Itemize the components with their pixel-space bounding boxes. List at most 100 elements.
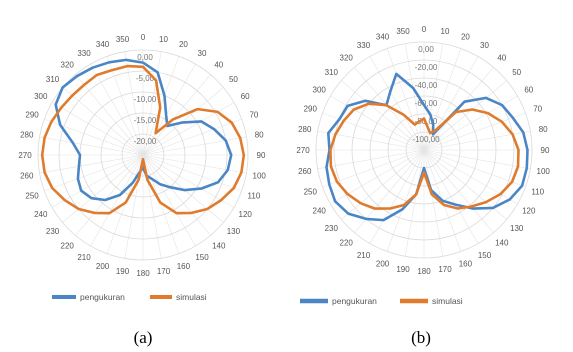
radial-tick-label: -20,00 <box>134 137 157 146</box>
angle-tick-label: 290 <box>304 105 318 114</box>
angle-tick-label: 160 <box>177 262 191 271</box>
angle-tick-label: 180 <box>417 267 431 276</box>
radial-spoke <box>90 63 144 156</box>
angle-tick-label: 350 <box>396 27 410 36</box>
radial-tick-label: -15,00 <box>134 116 157 125</box>
angle-tick-label: 330 <box>77 49 91 58</box>
angle-tick-label: 140 <box>212 241 226 250</box>
radial-spoke <box>142 154 235 208</box>
grid-ring <box>369 95 479 205</box>
angle-tick-label: 280 <box>20 131 34 140</box>
angle-tick-label: 90 <box>541 146 550 155</box>
angle-tick-label: 10 <box>159 35 168 44</box>
angle-tick-label: 340 <box>376 32 390 41</box>
radial-tick-label: -20,00 <box>415 63 438 72</box>
radial-spoke <box>51 102 144 156</box>
angle-tick-label: 310 <box>325 68 339 77</box>
angle-tick-label: 310 <box>46 75 60 84</box>
angle-tick-label: 280 <box>298 125 312 134</box>
angle-tick-label: 0 <box>422 25 427 34</box>
radial-spoke <box>90 154 144 247</box>
legend-label-pengukuran: pengukuran <box>80 292 125 302</box>
radial-spoke <box>75 74 144 156</box>
grid-ring <box>37 49 249 261</box>
angle-tick-label: 70 <box>249 111 258 120</box>
angle-tick-label: 80 <box>539 125 548 134</box>
angle-tick-label: 20 <box>461 32 470 41</box>
radial-tick-label: 0,00 <box>137 53 153 62</box>
radial-spoke <box>62 154 144 223</box>
series-line-pengukuran <box>325 72 529 222</box>
angle-tick-label: 30 <box>198 49 207 58</box>
radial-spoke <box>62 87 144 156</box>
angle-tick-label: 300 <box>313 86 327 95</box>
radial-spoke <box>106 56 144 156</box>
grid-ring <box>100 112 186 198</box>
angle-tick-label: 90 <box>257 151 266 160</box>
angle-tick-label: 230 <box>46 227 60 236</box>
radial-spoke <box>142 136 247 156</box>
angle-tick-label: 160 <box>459 260 473 269</box>
grid-ring <box>121 133 165 177</box>
figure-caption: (a) <box>134 328 153 347</box>
angle-tick-label: 10 <box>441 27 450 36</box>
radial-tick-label: -60,00 <box>415 99 438 108</box>
radial-tick-label: -40,00 <box>415 81 438 90</box>
angle-tick-label: 130 <box>227 227 241 236</box>
angle-tick-label: 180 <box>136 269 150 278</box>
angle-tick-label: 50 <box>512 68 521 77</box>
angle-tick-label: 80 <box>255 131 264 140</box>
angle-tick-label: 150 <box>195 253 209 262</box>
angle-tick-label: 0 <box>141 33 146 42</box>
angle-tick-label: 250 <box>304 187 318 196</box>
angle-tick-label: 200 <box>376 260 390 269</box>
angle-tick-label: 100 <box>537 167 551 176</box>
angle-tick-label: 300 <box>34 92 48 101</box>
angle-tick-label: 270 <box>296 146 310 155</box>
angle-tick-label: 60 <box>524 86 533 95</box>
legend-label-simulasi: simulasi <box>176 292 207 302</box>
grid-ring <box>333 59 515 241</box>
legend-label-pengukuran: pengukuran <box>332 296 377 306</box>
angle-tick-label: 110 <box>248 191 261 200</box>
angle-tick-label: 240 <box>313 207 327 216</box>
angle-tick-label: 150 <box>478 251 492 260</box>
angle-tick-label: 220 <box>340 239 354 248</box>
radial-spoke <box>142 74 211 156</box>
radial-tick-label: -100,00 <box>412 135 440 144</box>
angle-tick-label: 240 <box>34 210 48 219</box>
series-line-pengukuran <box>54 58 233 202</box>
radial-spoke <box>142 154 211 236</box>
radial-spoke <box>142 154 247 174</box>
angle-tick-label: 250 <box>25 191 39 200</box>
angle-tick-label: 260 <box>20 172 34 181</box>
radial-tick-label: -5,00 <box>136 74 155 83</box>
angle-tick-label: 350 <box>116 35 130 44</box>
angle-tick-label: 50 <box>229 75 238 84</box>
angle-tick-label: 270 <box>18 151 32 160</box>
grid-ring <box>387 113 461 187</box>
angle-tick-label: 210 <box>77 253 91 262</box>
angle-tick-label: 110 <box>531 187 544 196</box>
angle-tick-label: 120 <box>239 210 253 219</box>
angle-tick-label: 190 <box>116 267 130 276</box>
angle-tick-label: 100 <box>253 172 267 181</box>
grid-ring <box>315 41 533 259</box>
grid-ring <box>58 70 228 240</box>
angle-tick-label: 320 <box>61 61 75 70</box>
angle-tick-label: 290 <box>25 111 39 120</box>
angle-tick-label: 40 <box>497 53 506 62</box>
polar-chart-a: 0,00 -5,00 -10,00 -15,00 -20,00 0 10 20 30 40 5060… <box>18 33 266 347</box>
radial-spoke <box>142 63 196 156</box>
angle-tick-label: 140 <box>495 239 509 248</box>
angle-tick-label: 20 <box>179 40 188 49</box>
angle-tick-label: 230 <box>325 224 339 233</box>
radial-spoke <box>75 154 144 236</box>
angle-tick-label: 210 <box>357 251 371 260</box>
angle-tick-label: 330 <box>357 41 371 50</box>
radial-spoke <box>124 51 144 156</box>
angle-tick-label: 30 <box>480 41 489 50</box>
polar-chart-b: 0,00-20,00-40,00-60,00-80,00-100,000 1020… <box>296 25 550 347</box>
angle-tick-label: 190 <box>396 265 410 274</box>
